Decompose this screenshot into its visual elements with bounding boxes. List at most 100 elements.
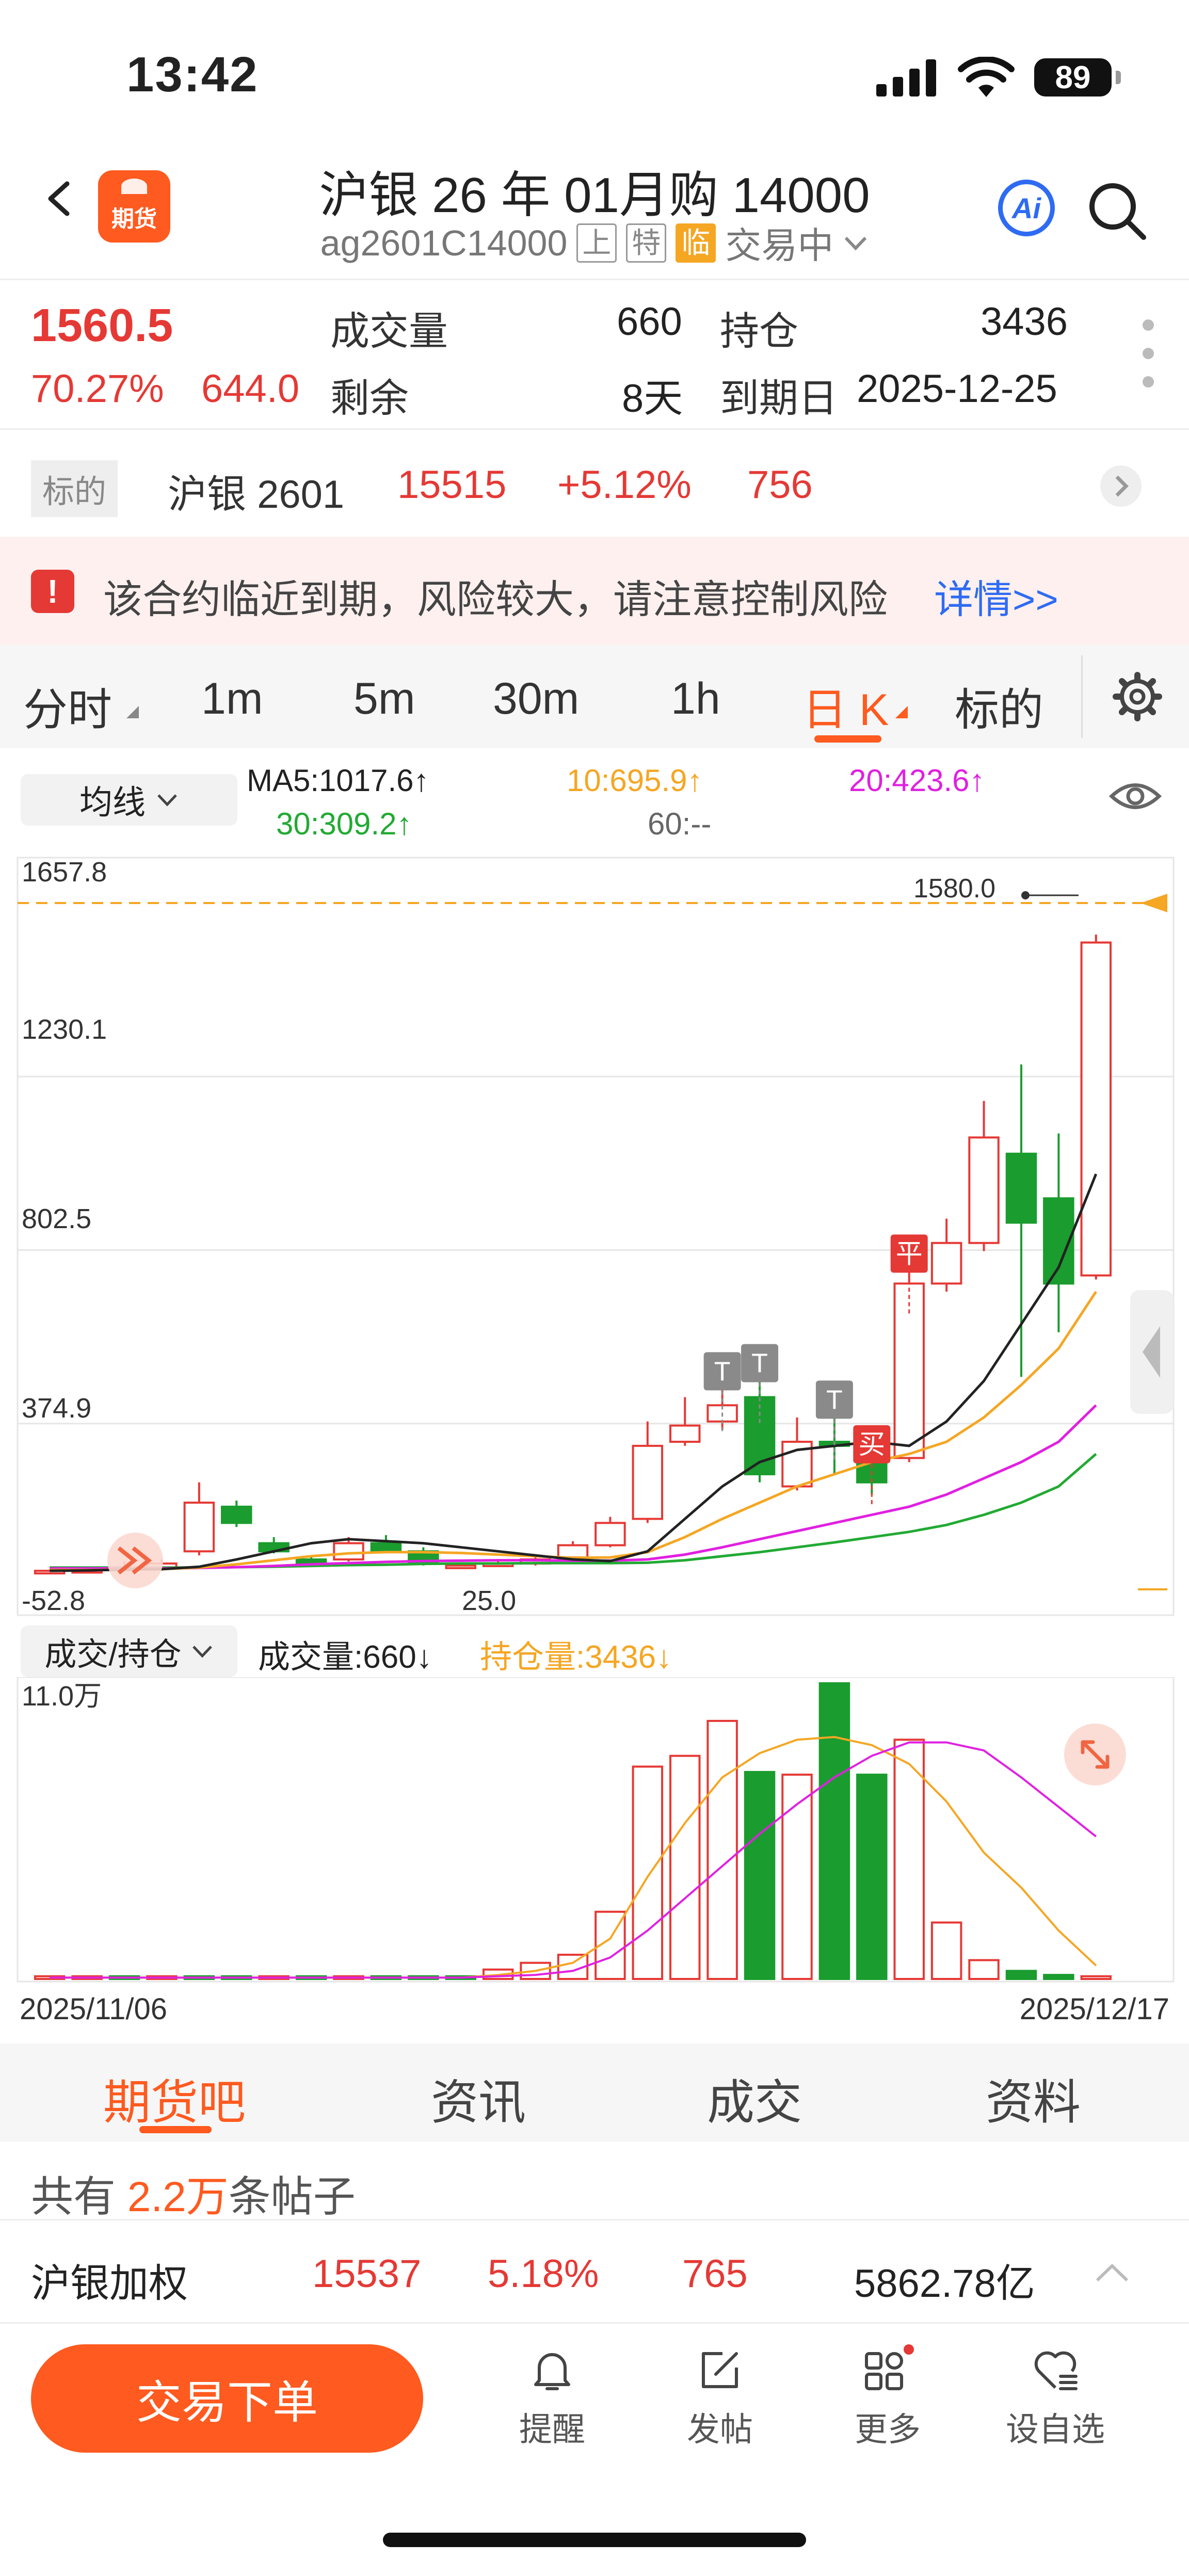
content-tabs: 期货吧 资讯 成交 资料 — [0, 2043, 1189, 2142]
volume-bar — [781, 1774, 813, 1980]
chart-period-tabs: 分时 1m 5m 30m 1h 日 K 标的 — [0, 645, 1189, 748]
candle-body — [669, 1424, 701, 1443]
weighted-index-row[interactable]: 沪银加权 15537 5.18% 765 5862.78亿 — [0, 2219, 1189, 2324]
volume-bar — [1080, 1975, 1112, 1980]
indicator-select[interactable]: 均线 — [21, 774, 237, 826]
trade-mark-badge — [703, 1352, 741, 1391]
tab-info[interactable]: 资料 — [986, 2076, 1081, 2129]
tab-1h[interactable]: 1h — [671, 674, 720, 723]
trade-mark-badge — [815, 1380, 853, 1419]
tab-underlying[interactable]: 标的 — [955, 685, 1043, 735]
candle-body — [930, 1242, 962, 1285]
ma-legend: 均线 MA5:1017.6↑ 10:695.9↑ 20:423.6↑ 30:30… — [0, 753, 1189, 846]
change-amount: 644.0 — [201, 367, 300, 411]
search-icon[interactable] — [1086, 180, 1148, 242]
volume-bar — [1005, 1970, 1037, 1981]
tab-daily-k[interactable]: 日 K — [802, 685, 889, 735]
active-tab-indicator — [814, 735, 881, 743]
reminder-button[interactable]: 提醒 — [493, 2344, 612, 2451]
candle-body — [594, 1522, 626, 1547]
volume-value: 660 — [617, 300, 682, 344]
underlying-change: 756 — [747, 463, 813, 507]
tab-30m[interactable]: 30m — [493, 674, 580, 723]
weighted-pct: 5.18% — [488, 2252, 599, 2296]
ma10-line — [50, 1291, 1097, 1571]
chevron-left-icon — [1143, 1326, 1160, 1378]
volume-bar — [968, 1959, 1000, 1981]
fast-forward-icon[interactable] — [107, 1533, 163, 1588]
candle-body — [968, 1136, 1000, 1244]
status-time: 13:42 — [126, 47, 259, 102]
chevron-up-icon[interactable] — [1094, 2262, 1130, 2284]
more-button[interactable]: 更多 — [828, 2344, 947, 2451]
trade-mark-label: 平 — [896, 1239, 923, 1269]
contract-code: ag2601C14000 — [320, 222, 568, 263]
volume-bar — [930, 1921, 962, 1981]
status-icons: 89 — [876, 57, 1121, 98]
eye-icon[interactable] — [1108, 778, 1162, 814]
futures-logo: 期货 — [98, 170, 170, 243]
volume-bar — [706, 1719, 738, 1980]
corner-triangle-icon — [126, 706, 139, 718]
contract-subline: ag2601C14000 上 特 临 交易中 — [0, 217, 1189, 269]
post-button[interactable]: 发帖 — [661, 2344, 779, 2451]
post-count-prefix: 共有 — [31, 2174, 127, 2220]
tab-trades[interactable]: 成交 — [707, 2076, 802, 2129]
active-tab-indicator — [139, 2126, 212, 2133]
collapse-side-tab[interactable] — [1130, 1290, 1174, 1414]
expiry-label: 到期日 — [720, 377, 838, 421]
grid-icon — [865, 2344, 914, 2390]
corner-triangle-icon — [895, 706, 908, 718]
underlying-pct: +5.12% — [557, 463, 692, 507]
trade-mark-label: T — [826, 1385, 843, 1415]
chevron-right-icon[interactable] — [1099, 464, 1143, 508]
more-vertical-icon[interactable] — [1140, 315, 1156, 392]
current-price-marker-icon — [1140, 894, 1167, 912]
tab-futures-forum[interactable]: 期货吧 — [103, 2076, 246, 2129]
tab-5m[interactable]: 5m — [354, 674, 415, 723]
ai-assistant-icon[interactable]: Ai — [998, 180, 1055, 236]
x-end-date: 2025/12/17 — [1019, 1992, 1169, 2026]
remain-value: 8天 — [622, 377, 683, 421]
last-price: 1560.5 — [31, 300, 173, 351]
tag-special: 特 — [626, 223, 667, 263]
gear-icon[interactable] — [1112, 671, 1163, 722]
tab-intraday[interactable]: 分时 — [23, 685, 112, 735]
warning-details-link[interactable]: 详情>> — [934, 578, 1058, 622]
back-icon[interactable] — [41, 181, 77, 217]
tag-expiring: 临 — [676, 223, 716, 263]
reminder-label: 提醒 — [519, 2411, 585, 2448]
volume-chart[interactable]: 11.0万 — [0, 1677, 1189, 1987]
underlying-name: 沪银 2601 — [168, 473, 345, 517]
edit-icon — [702, 2352, 738, 2388]
divider — [0, 428, 1189, 430]
alert-icon: ! — [31, 570, 74, 613]
expiry-value: 2025-12-25 — [857, 367, 1057, 411]
last-price-label: 1580.0 — [913, 874, 995, 904]
volume-indicator-select[interactable]: 成交/持仓 — [21, 1625, 237, 1677]
trade-mark-label: 买 — [858, 1430, 885, 1460]
candle-body — [333, 1542, 364, 1561]
y-tick-label: 1230.1 — [22, 1014, 107, 1045]
bottom-action-bar: 交易下单 提醒 发帖 更多 设自选 — [0, 2322, 1189, 2576]
volume-ma-line — [50, 1741, 1097, 1979]
oi-label: 持仓 — [720, 310, 798, 353]
trading-status[interactable]: 交易中 — [725, 226, 834, 266]
place-order-button[interactable]: 交易下单 — [31, 2344, 423, 2453]
trade-mark-badge — [890, 1234, 928, 1273]
tab-news[interactable]: 资讯 — [431, 2076, 526, 2129]
tag-exchange: 上 — [576, 223, 617, 263]
tab-1m[interactable]: 1m — [201, 674, 263, 723]
heart-list-icon — [1034, 2351, 1078, 2390]
weighted-price: 15537 — [312, 2252, 422, 2296]
chevron-down-icon[interactable] — [843, 233, 869, 253]
candle-body — [445, 1564, 476, 1569]
y-tick-label: 374.9 — [22, 1393, 91, 1424]
add-watchlist-button[interactable]: 设自选 — [996, 2344, 1115, 2451]
underlying-row[interactable]: 标的 沪银 2601 15515 +5.12% 756 — [0, 433, 1189, 537]
expand-icon[interactable] — [1064, 1724, 1126, 1785]
ma5-line — [50, 1173, 1098, 1572]
trade-mark-label: T — [751, 1349, 768, 1379]
volume-bar — [669, 1754, 701, 1981]
